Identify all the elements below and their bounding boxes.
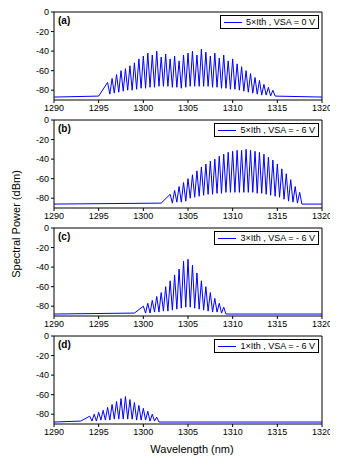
svg-text:1320: 1320 [312,319,330,329]
svg-text:1305: 1305 [178,103,198,113]
svg-text:1305: 1305 [178,211,198,221]
svg-text:-20: -20 [36,243,49,253]
svg-text:1310: 1310 [223,103,243,113]
svg-text:1310: 1310 [223,427,243,437]
svg-text:1310: 1310 [223,211,243,221]
svg-text:1315: 1315 [267,319,287,329]
svg-text:-80: -80 [36,301,49,311]
svg-text:-20: -20 [36,135,49,145]
svg-text:1300: 1300 [133,319,153,329]
svg-text:1300: 1300 [133,103,153,113]
svg-text:1320: 1320 [312,211,330,221]
svg-text:-60: -60 [36,282,49,292]
svg-text:1300: 1300 [133,211,153,221]
html-text:(c): (c) [58,231,71,242]
svg-text:-80: -80 [36,85,49,95]
svg-text:-40: -40 [36,46,49,56]
html-text:5×Ith , VSA = 0 V: 5×Ith , VSA = 0 V [246,17,315,27]
svg-text:1300: 1300 [133,427,153,437]
svg-text:1315: 1315 [267,427,287,437]
svg-text:1290: 1290 [44,211,64,221]
svg-text:1315: 1315 [267,103,287,113]
svg-text:0: 0 [44,224,49,233]
html-text:Spectral Power (dBm): Spectral Power (dBm) [10,170,22,278]
svg-text:-60: -60 [36,390,49,400]
svg-text:0: 0 [44,116,49,125]
svg-text:-60: -60 [36,66,49,76]
svg-text:-20: -20 [36,27,49,37]
svg-text:1310: 1310 [223,319,243,329]
svg-text:1295: 1295 [89,319,109,329]
svg-text:-40: -40 [36,154,49,164]
svg-text:-40: -40 [36,262,49,272]
svg-text:1295: 1295 [89,103,109,113]
svg-text:1290: 1290 [44,319,64,329]
svg-text:-40: -40 [36,370,49,380]
svg-text:0: 0 [44,8,49,17]
html-text:5×Ith , VSA = - 6 V: 5×Ith , VSA = - 6 V [240,125,315,135]
svg-text:-60: -60 [36,174,49,184]
svg-text:1320: 1320 [312,103,330,113]
svg-text:1315: 1315 [267,211,287,221]
html-text:(a): (a) [58,15,71,26]
svg-text:0: 0 [44,332,49,341]
svg-text:-80: -80 [36,409,49,419]
html-text:1×Ith , VSA = - 6 V: 1×Ith , VSA = - 6 V [240,341,315,351]
svg-text:1305: 1305 [178,319,198,329]
svg-text:-20: -20 [36,351,49,361]
svg-text:1295: 1295 [89,211,109,221]
html-text:(b): (b) [58,123,71,134]
svg-text:1290: 1290 [44,103,64,113]
html-text:3×Ith , VSA = - 6 V: 3×Ith , VSA = - 6 V [240,233,315,243]
svg-text:1290: 1290 [44,427,64,437]
svg-text:1305: 1305 [178,427,198,437]
svg-text:-80: -80 [36,193,49,203]
svg-text:1320: 1320 [312,427,330,437]
svg-text:1295: 1295 [89,427,109,437]
html-text:Wavelength (nm): Wavelength (nm) [150,443,234,455]
html-text:(d): (d) [58,339,71,350]
